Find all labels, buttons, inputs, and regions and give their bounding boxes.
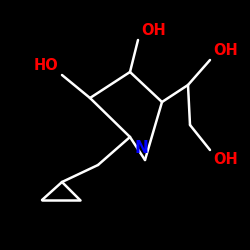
Text: OH: OH	[213, 152, 238, 167]
Text: OH: OH	[141, 23, 166, 38]
Text: N: N	[134, 139, 148, 157]
Text: HO: HO	[33, 58, 58, 73]
Text: OH: OH	[213, 43, 238, 58]
